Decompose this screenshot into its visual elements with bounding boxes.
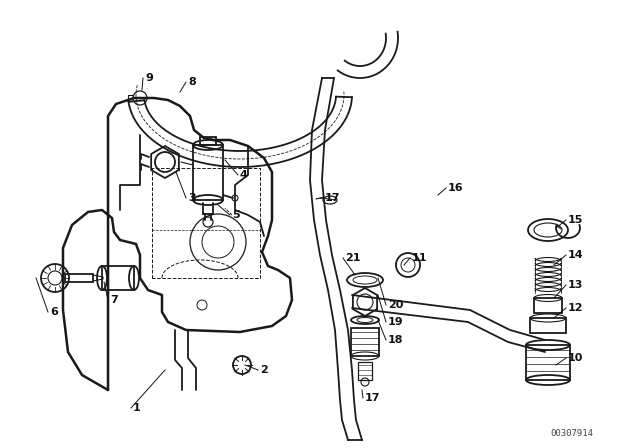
Text: 12: 12: [568, 303, 584, 313]
Bar: [102, 266, 134, 290]
Text: 2: 2: [260, 365, 268, 375]
Text: 19: 19: [388, 317, 404, 327]
Text: 14: 14: [568, 250, 584, 260]
Text: 4: 4: [240, 170, 248, 180]
Text: 10: 10: [568, 353, 584, 363]
Text: 17: 17: [325, 193, 340, 203]
Text: 18: 18: [388, 335, 403, 345]
Bar: [358, 362, 372, 380]
Text: 9: 9: [145, 73, 153, 83]
Text: 15: 15: [568, 215, 584, 225]
Text: 20: 20: [388, 300, 403, 310]
Text: 5: 5: [232, 210, 239, 220]
Bar: [534, 298, 562, 313]
Bar: [193, 145, 223, 200]
Text: 7: 7: [110, 295, 118, 305]
Text: 3: 3: [188, 193, 196, 203]
Bar: [526, 345, 570, 380]
Text: 00307914: 00307914: [550, 430, 593, 439]
Text: 8: 8: [188, 77, 196, 87]
Bar: [530, 318, 566, 333]
Text: 16: 16: [448, 183, 463, 193]
Text: 6: 6: [50, 307, 58, 317]
Bar: [200, 137, 216, 145]
Text: 11: 11: [412, 253, 428, 263]
Bar: [351, 328, 379, 356]
Bar: [65, 274, 93, 282]
Text: 1: 1: [133, 403, 141, 413]
Text: 21: 21: [345, 253, 360, 263]
Text: 17: 17: [365, 393, 381, 403]
Text: 13: 13: [568, 280, 584, 290]
